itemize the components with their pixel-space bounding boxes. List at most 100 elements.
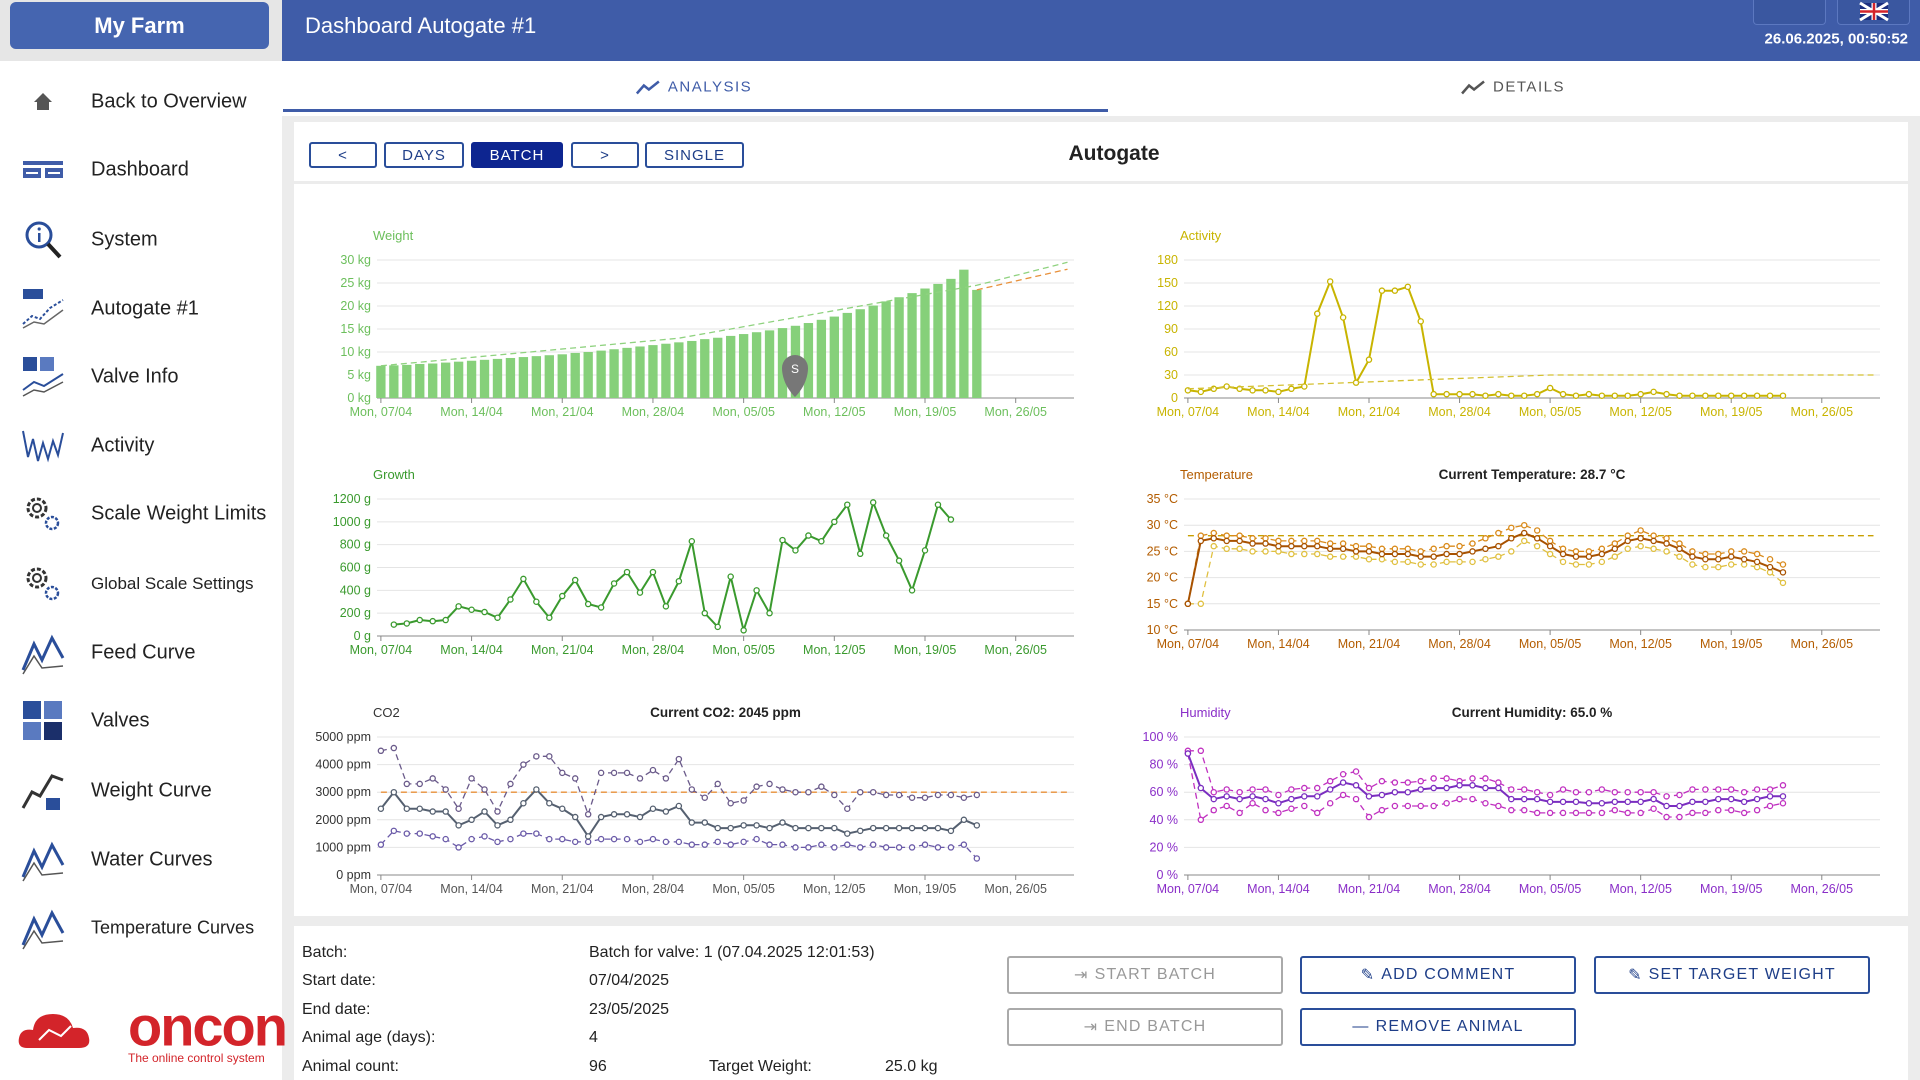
point bbox=[1495, 529, 1502, 537]
user-button[interactable] bbox=[1753, 0, 1826, 25]
point bbox=[1495, 390, 1502, 398]
bar bbox=[868, 305, 878, 398]
y-tick-label: 120 bbox=[1157, 299, 1178, 313]
nav-item[interactable]: Autogate #1 bbox=[91, 297, 199, 320]
point bbox=[1365, 793, 1373, 800]
point bbox=[1520, 392, 1528, 399]
nav-item[interactable]: Water Curves bbox=[91, 848, 213, 871]
x-tick-label: Mon, 05/05 bbox=[712, 643, 775, 657]
brand-button[interactable]: My Farm bbox=[10, 2, 269, 49]
point bbox=[1223, 793, 1230, 800]
point bbox=[1495, 542, 1502, 550]
action-button[interactable]: ✎ SET TARGET WEIGHT bbox=[1594, 956, 1870, 994]
curve-icon bbox=[21, 909, 65, 950]
point bbox=[753, 822, 760, 829]
info-value: 25.0 kg bbox=[885, 1058, 938, 1075]
toolbar-button[interactable]: SINGLE bbox=[645, 142, 744, 168]
point bbox=[1443, 542, 1450, 550]
point bbox=[1288, 542, 1295, 550]
point bbox=[1520, 786, 1528, 793]
point bbox=[1326, 777, 1334, 785]
point bbox=[1650, 532, 1657, 539]
x-tick-label: Mon, 19/05 bbox=[1700, 405, 1763, 419]
nav-item[interactable]: Temperature Curves bbox=[91, 917, 255, 938]
x-tick-label: Mon, 12/05 bbox=[803, 405, 866, 419]
point bbox=[1650, 537, 1657, 545]
axis-title: Humidity bbox=[1180, 705, 1231, 720]
point bbox=[856, 844, 864, 851]
language-button[interactable] bbox=[1837, 0, 1910, 25]
point bbox=[1650, 388, 1657, 396]
point bbox=[1404, 283, 1412, 291]
point bbox=[1288, 805, 1295, 813]
point bbox=[1313, 793, 1321, 800]
nav-item[interactable]: Weight Curve bbox=[91, 779, 212, 802]
tab[interactable]: DETAILS bbox=[1461, 79, 1565, 96]
point bbox=[1378, 550, 1386, 558]
point bbox=[1702, 798, 1709, 806]
point bbox=[1223, 802, 1230, 810]
toolbar-button[interactable]: > bbox=[571, 142, 639, 168]
nav-item[interactable]: Back to Overview bbox=[91, 90, 247, 113]
point bbox=[1676, 791, 1683, 799]
point bbox=[623, 811, 631, 818]
point bbox=[766, 609, 773, 617]
nav-item[interactable]: Valves bbox=[91, 709, 150, 732]
action-button[interactable]: ⇥ START BATCH bbox=[1007, 956, 1283, 994]
point bbox=[1624, 809, 1631, 817]
point bbox=[1572, 798, 1580, 806]
point bbox=[455, 822, 462, 829]
point bbox=[468, 835, 475, 843]
point bbox=[1650, 545, 1657, 553]
point bbox=[1624, 788, 1631, 796]
toolbar-button[interactable]: BATCH bbox=[471, 142, 563, 168]
point bbox=[1378, 545, 1386, 553]
x-tick-label: Mon, 26/05 bbox=[1791, 637, 1854, 651]
point bbox=[1611, 798, 1619, 806]
point bbox=[882, 791, 890, 799]
x-tick-label: Mon, 14/04 bbox=[440, 882, 503, 896]
point bbox=[1430, 775, 1437, 782]
point bbox=[1313, 784, 1321, 792]
nav-item[interactable]: System bbox=[91, 228, 158, 251]
point bbox=[1469, 548, 1476, 555]
point bbox=[1378, 287, 1386, 294]
x-tick-label: Mon, 07/04 bbox=[350, 643, 413, 657]
line bbox=[1187, 374, 1874, 390]
point bbox=[1676, 540, 1683, 547]
bar bbox=[816, 319, 827, 398]
point bbox=[1663, 802, 1670, 810]
action-button[interactable]: ⇥ END BATCH bbox=[1007, 1008, 1283, 1046]
point bbox=[1766, 802, 1774, 810]
point bbox=[1624, 537, 1631, 545]
action-button[interactable]: — REMOVE ANIMAL bbox=[1300, 1008, 1576, 1046]
tab[interactable]: ANALYSIS bbox=[635, 79, 752, 96]
x-tick-label: Mon, 05/05 bbox=[1519, 882, 1582, 896]
button-icon: — bbox=[1352, 1018, 1370, 1035]
point bbox=[494, 822, 501, 829]
nav-item[interactable]: Dashboard bbox=[91, 158, 189, 181]
point bbox=[1533, 795, 1541, 803]
point bbox=[662, 603, 670, 610]
point bbox=[1301, 537, 1308, 545]
point bbox=[649, 805, 657, 813]
toolbar-button[interactable]: DAYS bbox=[384, 142, 464, 168]
point bbox=[1766, 786, 1774, 793]
point bbox=[1482, 545, 1489, 553]
x-tick-label: Mon, 21/04 bbox=[531, 405, 594, 419]
point bbox=[1637, 527, 1644, 534]
point bbox=[1559, 390, 1567, 398]
nav-item[interactable]: Activity bbox=[91, 434, 155, 457]
x-tick-label: Mon, 21/04 bbox=[1338, 882, 1401, 896]
action-button[interactable]: ✎ ADD COMMENT bbox=[1300, 956, 1576, 994]
toolbar-button[interactable]: < bbox=[309, 142, 377, 168]
nav-item[interactable]: Global Scale Settings bbox=[91, 574, 254, 593]
nav-item[interactable]: Feed Curve bbox=[91, 641, 196, 664]
point bbox=[429, 617, 436, 625]
pin bbox=[782, 355, 808, 397]
x-tick-label: Mon, 21/04 bbox=[1338, 405, 1401, 419]
y-tick-label: 30 bbox=[1164, 368, 1178, 382]
nav-item[interactable]: Valve Info bbox=[91, 365, 179, 388]
nav-item[interactable]: Scale Weight Limits bbox=[91, 502, 267, 525]
point bbox=[908, 794, 916, 801]
